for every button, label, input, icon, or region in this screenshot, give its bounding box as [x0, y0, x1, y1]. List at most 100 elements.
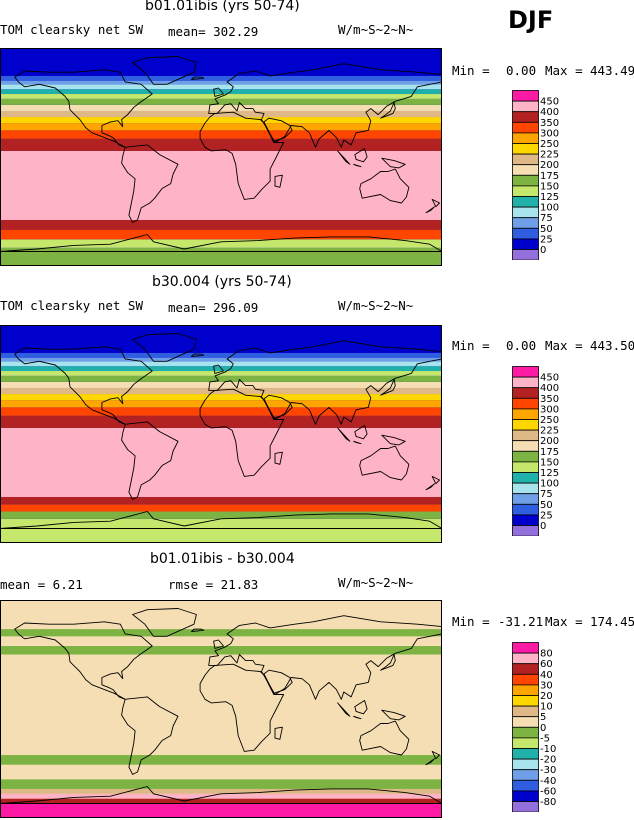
variable-label: TOM clearsky net SW [0, 298, 143, 313]
legend-swatch [512, 716, 539, 728]
legend-label: 450 [540, 373, 559, 384]
legend-swatch [512, 132, 539, 144]
legend-swatch [512, 366, 539, 378]
max-value: 443.49 [590, 63, 634, 78]
units-label: W/m~S~2~N~ [338, 575, 414, 590]
coastline [431, 750, 440, 760]
contour-band [0, 755, 442, 765]
coastline [381, 709, 406, 721]
coastline [191, 353, 205, 357]
coastline [263, 117, 293, 142]
legend-swatch [512, 748, 539, 760]
legend-label: -60 [540, 786, 556, 797]
legend-swatch [512, 227, 539, 240]
contour-band [0, 779, 442, 789]
coastline [14, 69, 153, 148]
legend-label: 150 [540, 457, 559, 468]
legend-swatch [512, 801, 539, 812]
legend-swatch [512, 450, 539, 463]
contour-band [0, 381, 442, 388]
contour-band [0, 75, 442, 81]
min-label: Min = [452, 614, 490, 629]
coastline [208, 615, 442, 700]
legend-label: 75 [540, 489, 553, 500]
coastline [359, 720, 410, 756]
legend-swatch [512, 440, 539, 452]
legend-swatch [512, 196, 539, 208]
legend-label: 100 [540, 203, 559, 214]
legend-label: 20 [540, 691, 553, 702]
legend-label: 300 [540, 128, 559, 139]
coastline [0, 786, 442, 804]
panel-title: b01.01ibis - b30.004 [150, 551, 295, 567]
legend-swatch [512, 90, 539, 102]
panel-title: b01.01ibis (yrs 50-74) [145, 0, 300, 14]
legend-swatch [512, 503, 539, 516]
legend-label: 200 [540, 160, 559, 171]
coastline [213, 639, 224, 649]
legend-label: 0 [540, 245, 546, 256]
contour-band [0, 239, 442, 248]
legend-swatch [512, 100, 539, 113]
coastline [337, 702, 351, 717]
contour-band [0, 80, 442, 85]
legend-label: -40 [540, 776, 556, 787]
coastline [191, 76, 205, 80]
legend-swatch [512, 472, 539, 484]
coastline [121, 696, 179, 775]
legend-label: -5 [540, 733, 550, 744]
legend-swatch [512, 206, 539, 219]
min-value: -31.21 [498, 614, 544, 629]
legend-label: 75 [540, 213, 553, 224]
coastline [0, 234, 442, 252]
contour-band [0, 98, 442, 105]
coastline [359, 445, 410, 481]
coastline [381, 157, 406, 169]
map-panel [0, 48, 442, 266]
mean-label: mean= 302.29 [168, 24, 259, 39]
legend-label: -20 [540, 755, 556, 766]
coastline [14, 346, 153, 425]
legend-swatch [512, 397, 539, 410]
contour-band [0, 352, 442, 358]
coastline [337, 427, 351, 442]
legend-swatch [512, 726, 539, 739]
mean-label: mean= 296.09 [168, 300, 259, 315]
contour-band [0, 84, 442, 90]
legend-swatch [512, 790, 539, 802]
coastline [425, 758, 436, 766]
mean-label: mean = 6.21 [0, 577, 83, 592]
legend-label: 0 [540, 521, 546, 532]
contour-band [0, 415, 442, 428]
coastline [121, 144, 179, 223]
units-label: W/m~S~2~N~ [338, 298, 414, 313]
legend-label: 350 [540, 118, 559, 129]
contour-band [0, 150, 442, 220]
legend-swatch [512, 514, 539, 526]
contour-band [0, 325, 442, 353]
contour-band [0, 394, 442, 401]
legend-swatch [512, 153, 539, 166]
contour-band [0, 138, 442, 151]
coastline [132, 56, 197, 85]
legend-swatch [512, 217, 539, 229]
coastline [191, 628, 205, 632]
contour-band [0, 104, 442, 111]
legend-swatch [512, 642, 539, 654]
legend-swatch [512, 249, 539, 260]
legend-label: -10 [540, 744, 556, 755]
variable-label: TOM clearsky net SW [0, 22, 143, 37]
legend-label: 125 [540, 468, 559, 479]
contour-band [0, 629, 442, 637]
legend-label: 80 [540, 649, 553, 660]
contour-band [0, 130, 442, 139]
coastline [199, 663, 285, 752]
legend-swatch [512, 758, 539, 771]
contour-band [0, 764, 442, 780]
units-label: W/m~S~2~N~ [338, 22, 414, 37]
legend-label: 400 [540, 107, 559, 118]
legend-label: 400 [540, 383, 559, 394]
coastline [263, 394, 293, 419]
legend-label: 200 [540, 436, 559, 447]
